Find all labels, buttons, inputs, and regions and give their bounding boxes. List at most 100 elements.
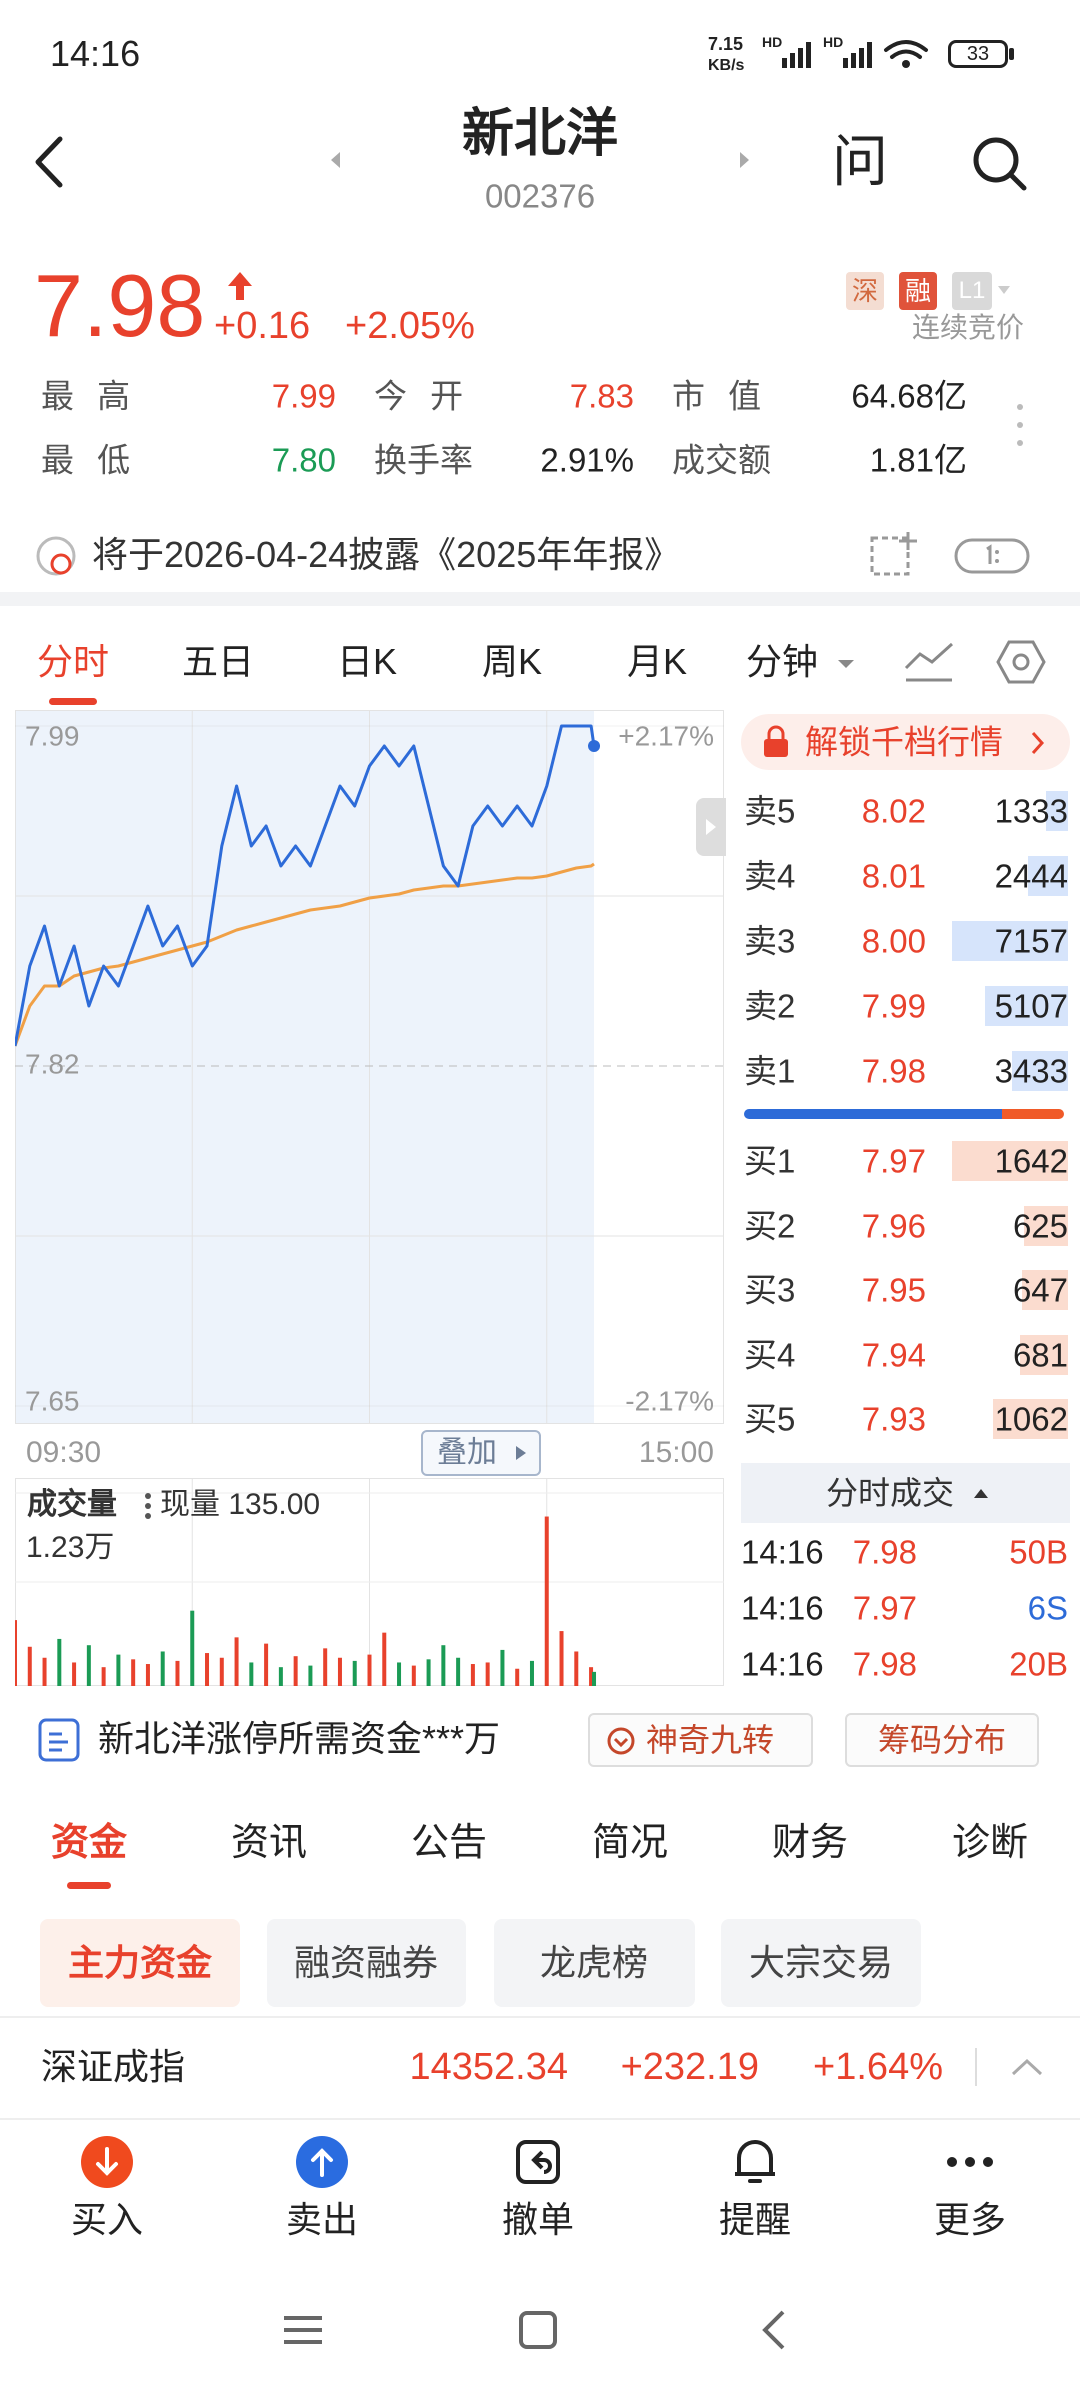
y2-tick-label: +2.17% — [618, 720, 714, 751]
trade-time: 14:16 — [741, 1533, 824, 1571]
sub-tab-bg[interactable] — [267, 1919, 466, 2007]
chart-tab[interactable]: 周K — [481, 641, 543, 682]
stat-value: 64.68亿 — [851, 377, 967, 415]
chart-tab[interactable]: 月K — [626, 641, 688, 682]
trades-title: 分时成交 — [825, 1475, 955, 1511]
volume-bar — [529, 1660, 534, 1686]
chart-tab[interactable]: 分钟 — [745, 641, 819, 682]
notice-pager[interactable] — [954, 538, 1030, 574]
level-label: 买2 — [744, 1207, 796, 1244]
nav-label[interactable]: 买入 — [70, 2199, 144, 2240]
section-tab[interactable]: 诊断 — [951, 1822, 1029, 1864]
trade-volume: 20B — [1009, 1645, 1068, 1683]
level-price: 7.97 — [861, 1142, 926, 1180]
y-tick-label: 7.99 — [25, 720, 80, 751]
section-tab[interactable]: 资金 — [50, 1822, 128, 1864]
volume-bar — [589, 1667, 594, 1686]
unlock-arrow — [1031, 731, 1045, 755]
promo-text[interactable]: 新北洋涨停所需资金***万 — [98, 1718, 501, 1759]
promo-button-label: 神奇九转 — [646, 1722, 775, 1758]
stat-label: 今 开 — [374, 377, 464, 415]
index-change: +232.19 — [620, 2046, 759, 2088]
stat-label: 最 低 — [41, 441, 131, 479]
chart-tab[interactable]: 五日 — [181, 641, 255, 682]
trade-price: 7.98 — [852, 1533, 917, 1571]
sub-tab: 融资融券 — [293, 1942, 439, 1983]
volume-bar — [205, 1653, 210, 1686]
minute-dropdown[interactable] — [836, 658, 856, 670]
index-bar[interactable] — [0, 2016, 1080, 2120]
chip-button[interactable] — [845, 1713, 1039, 1767]
level-label: 卖1 — [744, 1052, 796, 1090]
trades-header[interactable] — [741, 1463, 1070, 1523]
stock-name: 新北洋 — [461, 105, 619, 163]
trading-status: 连续竞价 — [911, 312, 1024, 343]
level-dropdown[interactable] — [996, 284, 1012, 296]
section-tab[interactable]: 资讯 — [230, 1822, 308, 1864]
system-nav — [284, 2310, 785, 2350]
back-button[interactable] — [30, 135, 70, 189]
level-label: 卖5 — [744, 792, 796, 830]
nav-label[interactable]: 卖出 — [285, 2199, 359, 2240]
volume-menu[interactable] — [144, 1492, 152, 1520]
overlay-label: 叠加 — [437, 1436, 497, 1469]
chart-tab[interactable]: 分时 — [36, 641, 110, 682]
stat-label: 市 值 — [672, 377, 762, 415]
trade-price: 7.97 — [852, 1589, 917, 1627]
depth-bar — [992, 1399, 1068, 1439]
section-tab[interactable]: 公告 — [410, 1822, 488, 1864]
level-label: 买5 — [744, 1400, 796, 1438]
level-price: 7.99 — [861, 987, 926, 1025]
stat-value: 7.80 — [271, 441, 336, 479]
cancel-icon — [516, 2140, 560, 2184]
index-change-pct: +1.64% — [813, 2046, 943, 2088]
index-value: 14352.34 — [409, 2046, 569, 2088]
sub-tab-bg[interactable] — [40, 1919, 240, 2007]
level-price: 7.98 — [861, 1052, 926, 1090]
unlock-button[interactable] — [741, 714, 1070, 770]
margin-tag: 融 — [899, 272, 937, 310]
section-tab[interactable]: 财务 — [771, 1822, 849, 1864]
volume-bar — [337, 1657, 342, 1686]
search-button[interactable] — [970, 134, 1030, 194]
volume-bar — [57, 1638, 62, 1686]
settings-button[interactable] — [996, 638, 1046, 686]
sub-tab-bg[interactable] — [721, 1919, 921, 2007]
ask-button[interactable]: 问 — [832, 130, 888, 193]
promo-button-label: 筹码分布 — [877, 1722, 1007, 1758]
volume-bar — [293, 1656, 298, 1686]
level-price: 7.94 — [861, 1336, 926, 1373]
volume-bar — [145, 1664, 150, 1686]
volume-bar — [441, 1645, 446, 1686]
section-tab[interactable]: 简况 — [591, 1822, 669, 1864]
stat-value: 1.81亿 — [869, 441, 967, 479]
trade-volume: 50B — [1009, 1533, 1068, 1571]
net-speed: 7.15 — [708, 34, 744, 54]
add-calendar[interactable] — [868, 530, 920, 580]
x-tick-label: 09:30 — [26, 1436, 102, 1469]
level-label: 买3 — [744, 1271, 796, 1309]
chart-tab[interactable]: 日K — [336, 641, 398, 682]
next-stock[interactable] — [736, 150, 752, 170]
nav-label[interactable]: 撤单 — [501, 2199, 575, 2240]
stat-label: 最 高 — [41, 377, 131, 415]
volume-bar — [426, 1659, 431, 1686]
nav-label[interactable]: 提醒 — [718, 2199, 792, 2240]
nav-label[interactable]: 更多 — [933, 2199, 1007, 2240]
indicator-button[interactable] — [904, 638, 956, 686]
promo-icon — [38, 1718, 80, 1762]
sub-tab: 主力资金 — [67, 1942, 213, 1983]
prev-stock[interactable] — [328, 150, 344, 170]
collapse-arrow — [706, 819, 716, 835]
sub-tab-bg[interactable] — [494, 1919, 695, 2007]
expand-index[interactable] — [1010, 2056, 1044, 2078]
level-label: 卖2 — [744, 987, 796, 1025]
volume-bar — [470, 1664, 475, 1686]
volume-bar — [131, 1659, 136, 1686]
level-tag: L1 — [952, 272, 992, 310]
volume-bar — [278, 1667, 283, 1686]
stat-value: 7.83 — [569, 377, 634, 415]
notice-text[interactable]: 将于2026-04-24披露《2025年年报》 — [92, 534, 681, 575]
depth-bar — [1019, 1334, 1068, 1375]
more-stats[interactable] — [1014, 402, 1026, 448]
